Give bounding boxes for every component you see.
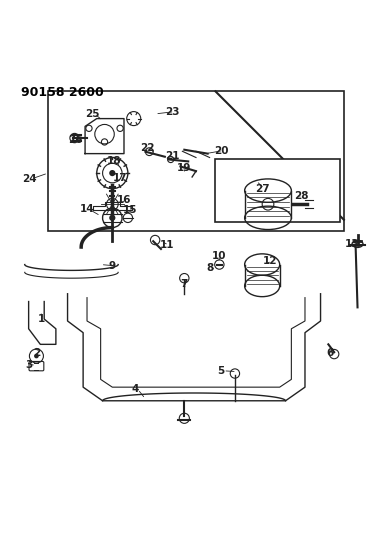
Text: 16: 16 (117, 195, 131, 205)
Text: 4: 4 (132, 384, 140, 394)
Text: 9: 9 (109, 261, 116, 271)
Text: 14: 14 (80, 204, 94, 214)
Circle shape (109, 215, 115, 221)
Text: 3: 3 (26, 360, 33, 369)
Text: 17: 17 (113, 173, 127, 183)
Text: 6: 6 (327, 348, 334, 358)
Text: 27: 27 (255, 184, 269, 193)
Text: 18: 18 (107, 156, 122, 166)
Text: 24: 24 (22, 174, 37, 184)
Text: 20: 20 (214, 146, 229, 156)
Text: 25: 25 (85, 109, 100, 119)
Bar (216, 159, 340, 222)
Bar (48, 91, 344, 231)
Text: 23: 23 (165, 107, 180, 117)
Text: 26: 26 (68, 135, 83, 145)
Text: 5: 5 (218, 366, 225, 376)
Text: 8: 8 (206, 263, 213, 273)
Text: 21: 21 (165, 150, 180, 160)
Text: 28: 28 (294, 191, 309, 200)
Text: 90158 2600: 90158 2600 (21, 85, 103, 99)
Circle shape (34, 354, 39, 358)
Text: 13: 13 (345, 239, 359, 249)
Text: 12: 12 (263, 256, 277, 266)
Text: 19: 19 (177, 163, 192, 173)
Text: 11: 11 (160, 240, 174, 250)
Circle shape (109, 170, 115, 176)
Text: 22: 22 (140, 143, 154, 153)
Text: 1: 1 (38, 314, 45, 324)
Text: 2: 2 (33, 348, 40, 358)
Text: 7: 7 (181, 279, 188, 289)
Text: 15: 15 (123, 205, 137, 215)
Text: 10: 10 (212, 251, 227, 261)
